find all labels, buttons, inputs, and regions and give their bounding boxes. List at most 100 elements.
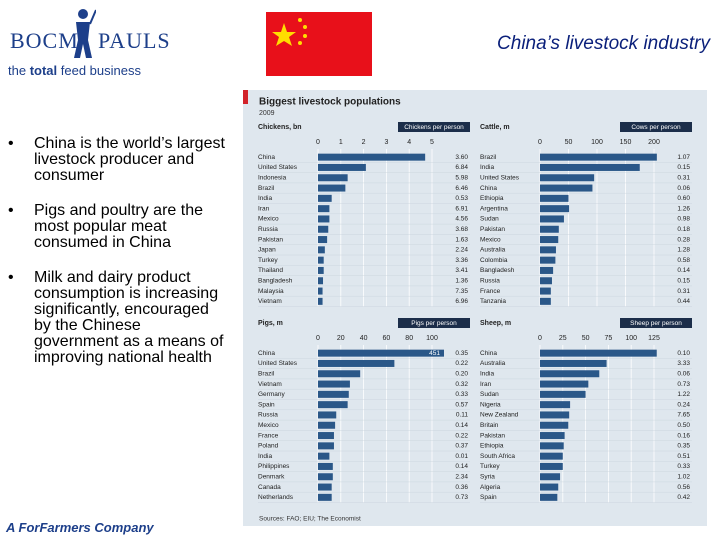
bar [540,421,569,429]
category-label: Pakistan [258,236,283,243]
x-tick-label: 0 [316,139,320,146]
per-person: 0.50 [677,422,690,429]
bar [540,236,559,244]
per-person: 0.44 [677,298,690,305]
category-label: Japan [258,247,276,254]
per-person: 0.57 [455,401,468,408]
category-label: Australia [480,360,506,367]
per-person: 0.22 [455,360,468,367]
category-label: Brazil [258,185,275,192]
category-label: Nigeria [480,401,501,408]
per-person: 7.35 [455,288,468,295]
bullet-text: China is the world’s largest livestock p… [34,135,225,184]
per-person: 0.24 [677,401,690,408]
bar [318,473,333,481]
per-person: 1.28 [677,247,690,254]
category-label: Britain [480,422,499,429]
tagline: the total feed business [8,63,141,78]
value-label: 451 [429,350,440,357]
category-label: United States [258,164,298,171]
bar [318,359,395,367]
bullet-text: Pigs and poultry are the most popular me… [34,202,203,251]
category-label: Pakistan [480,226,505,233]
per-person: 6.84 [455,164,468,171]
category-label: Bangladesh [258,277,293,284]
bar [540,370,600,378]
per-person: 0.51 [677,453,690,460]
bar [540,380,589,388]
category-label: Vietnam [258,381,282,388]
column-title: Pigs per person [411,320,457,327]
logo-figure [74,9,96,58]
x-tick-label: 75 [605,335,613,342]
category-label: Tanzania [480,298,506,305]
bar [318,163,366,171]
category-label: Spain [258,401,275,408]
logo-left: BOCM [10,28,79,53]
category-label: Thailand [258,267,283,274]
tagline-part: feed business [57,63,141,78]
per-person: 0.01 [455,453,468,460]
category-label: Pakistan [480,432,505,439]
category-label: France [258,432,279,439]
per-person: 1.63 [455,236,468,243]
x-tick-label: 0 [538,139,542,146]
bar [318,194,332,202]
per-person: 2.34 [455,473,468,480]
per-person: 0.22 [455,432,468,439]
category-label: Sudan [480,216,499,223]
bar [540,246,556,254]
tagline-part: the [8,63,30,78]
per-person: 1.22 [677,391,690,398]
category-label: Poland [258,443,279,450]
bar [540,349,657,357]
logo-right: PAULS [98,28,171,53]
per-person: 1.02 [677,473,690,480]
x-tick-label: 5 [430,139,434,146]
category-label: Iran [258,205,270,212]
per-person: 0.15 [677,277,690,284]
x-tick-label: 20 [337,335,345,342]
bar [318,452,330,460]
bar [318,462,333,470]
bar [318,287,323,295]
per-person: 0.28 [677,236,690,243]
category-label: Turkey [258,257,278,264]
category-label: Philippines [258,463,290,470]
per-person: 0.31 [677,288,690,295]
bar [318,432,334,440]
category-label: India [258,195,272,202]
bar [540,174,595,182]
bar [540,256,556,264]
per-person: 0.53 [455,195,468,202]
per-person: 0.14 [677,267,690,274]
category-label: Iran [480,381,492,388]
per-person: 0.16 [677,432,690,439]
x-tick-label: 1 [339,139,343,146]
bar [540,277,552,285]
per-person: 0.35 [455,350,468,357]
category-label: Ethiopia [480,443,504,450]
panel-title: Cattle, m [480,124,510,131]
bar [540,462,563,470]
bar [318,297,323,305]
per-person: 0.33 [677,463,690,470]
category-label: Denmark [258,473,285,480]
bar [318,442,334,450]
column-title: Sheep per person [630,320,682,327]
category-label: Spain [480,494,497,501]
per-person: 6.91 [455,205,468,212]
flag [266,12,372,76]
column-title: Cows per person [631,124,681,131]
per-person: 3.68 [455,226,468,233]
per-person: 0.33 [455,391,468,398]
column-title-box [620,318,692,328]
per-person: 0.98 [677,216,690,223]
figure-subtitle: 2009 [259,110,275,117]
bar [540,266,554,274]
category-label: Brazil [480,154,497,161]
bullet-list: • China is the world’s largest livestock … [8,136,228,385]
x-tick-label: 0 [538,335,542,342]
column-title-box [398,318,470,328]
category-label: Indonesia [258,174,287,181]
